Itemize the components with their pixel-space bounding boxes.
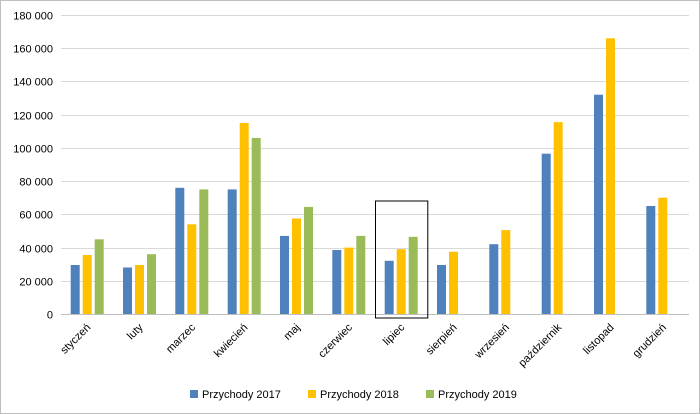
bar-1-listopad xyxy=(594,94,603,314)
bar-3-maj xyxy=(304,206,313,314)
bar-1-marzec xyxy=(175,187,185,314)
bar-2-listopad xyxy=(606,38,615,315)
bar-1-październik xyxy=(541,153,551,314)
legend-label: Przychody 2019 xyxy=(438,389,517,401)
highlight-box-layer xyxy=(375,200,429,319)
legend-swatch xyxy=(190,390,198,398)
bar-2-czerwiec xyxy=(344,247,354,314)
bar-2-lipiec xyxy=(396,249,406,314)
bar-2-sierpień xyxy=(449,251,458,314)
legend-swatch xyxy=(308,390,316,398)
category-label: luty xyxy=(125,321,146,342)
bar-2-październik xyxy=(553,122,563,314)
bars xyxy=(70,38,668,315)
category-label: październik xyxy=(516,321,564,369)
y-tick-label: 120 000 xyxy=(13,111,53,123)
y-tick-label: 20 000 xyxy=(19,277,53,289)
bar-1-wrzesień xyxy=(489,244,499,314)
bar-1-styczeń xyxy=(70,265,80,314)
category-label: maj xyxy=(282,322,303,343)
bar-1-maj xyxy=(280,235,289,314)
bar-2-luty xyxy=(135,265,144,314)
bar-3-czerwiec xyxy=(356,235,366,314)
category-label: marzec xyxy=(164,321,198,355)
bar-1-lipiec xyxy=(384,260,394,314)
y-tick-label: 80 000 xyxy=(19,177,53,189)
y-tick-label: 160 000 xyxy=(13,44,53,56)
bar-1-kwiecień xyxy=(227,189,237,314)
bar-2-wrzesień xyxy=(501,230,511,314)
bar-2-grudzień xyxy=(658,197,668,314)
legend-label: Przychody 2018 xyxy=(320,389,399,401)
x-axis-category-labels: styczeń luty marzec kwiecień maj czerwiec lipi… xyxy=(58,321,669,369)
category-label: czerwiec xyxy=(316,321,355,360)
bar-3-luty xyxy=(147,254,156,314)
y-axis-tick-labels: 0 20 000 40 000 60 000 80 000 100 000 120 000 1… xyxy=(13,11,53,322)
bar-1-luty xyxy=(123,267,132,314)
bar-1-sierpień xyxy=(437,265,446,314)
legend: Przychody 2017 Przychody 2018 Przychody 20… xyxy=(190,389,517,401)
y-tick-label: 180 000 xyxy=(13,11,53,23)
category-label: grudzień xyxy=(631,322,669,360)
y-tick-label: 60 000 xyxy=(19,210,53,222)
bar-3-lipiec xyxy=(408,236,418,314)
category-label: lipiec xyxy=(381,321,408,348)
category-label: styczeń xyxy=(58,322,93,357)
category-label: listopad xyxy=(581,322,616,357)
highlight-box xyxy=(375,200,429,319)
gridlines xyxy=(61,15,689,282)
bar-3-styczeń xyxy=(94,239,104,315)
bar-2-kwiecień xyxy=(239,123,249,314)
category-label: sierpień xyxy=(424,322,460,358)
legend-swatch xyxy=(426,390,434,398)
y-tick-label: 100 000 xyxy=(13,144,53,156)
bar-1-czerwiec xyxy=(332,250,342,314)
bar-3-kwiecień xyxy=(251,137,261,314)
y-tick-label: 140 000 xyxy=(13,77,53,89)
bar-1-grudzień xyxy=(646,206,656,314)
category-label: kwiecień xyxy=(212,322,250,360)
bar-3-marzec xyxy=(199,189,209,314)
legend-label: Przychody 2017 xyxy=(202,389,281,401)
y-tick-label: 40 000 xyxy=(19,244,53,256)
bar-2-maj xyxy=(292,218,301,314)
category-label: wrzesień xyxy=(472,322,512,362)
bar-2-marzec xyxy=(187,224,197,314)
y-tick-label: 0 xyxy=(47,310,53,322)
bar-2-styczeń xyxy=(82,255,92,314)
